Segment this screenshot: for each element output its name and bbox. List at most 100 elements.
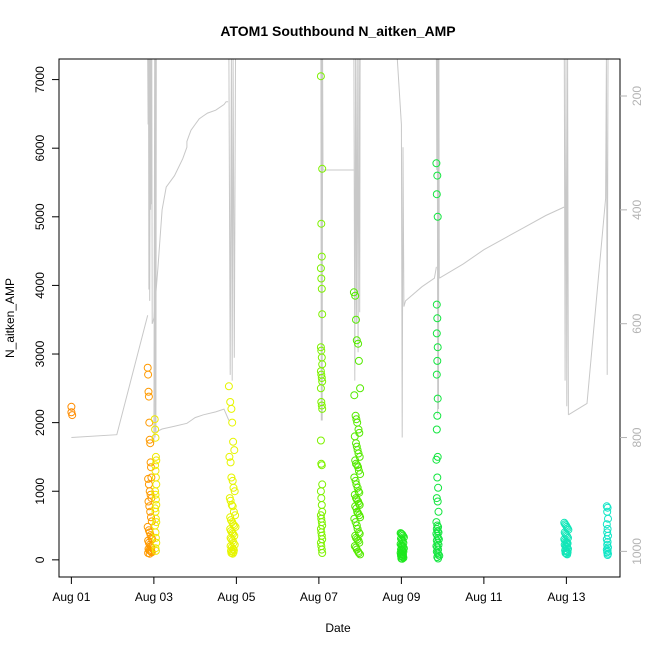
- data-point: [354, 466, 363, 475]
- data-point: [603, 551, 612, 559]
- right-axis-line-segment: [400, 124, 437, 438]
- data-point: [151, 544, 160, 553]
- right-axis-line-segment: [156, 408, 230, 433]
- data-point: [432, 159, 441, 168]
- data-point: [604, 514, 612, 523]
- data-point: [147, 463, 155, 472]
- series-aug-12: [560, 518, 573, 559]
- y-axis: 0 1000 2000 3000 4000 5000 6000 7000: [33, 66, 59, 563]
- y-tick-label: 0: [33, 556, 47, 563]
- data-point: [227, 473, 236, 482]
- right-axis-line-segment: [71, 315, 149, 438]
- data-point: [229, 507, 238, 516]
- data-point: [354, 509, 363, 518]
- x-tick-label: Aug 09: [382, 590, 420, 604]
- series-aug-09: [432, 159, 444, 563]
- data-point: [433, 356, 442, 365]
- data-point: [229, 483, 238, 492]
- series-aug-06: [316, 72, 327, 557]
- data-point: [228, 502, 237, 511]
- data-point: [317, 374, 326, 382]
- data-point: [352, 504, 361, 513]
- x-tick-label: Aug 11: [465, 590, 502, 604]
- data-point: [353, 525, 362, 533]
- data-point: [603, 503, 612, 512]
- data-point: [318, 310, 327, 319]
- right-axis-line-segment: [153, 58, 157, 444]
- data-point: [352, 415, 361, 424]
- series-aug-08: [396, 529, 408, 563]
- data-point: [316, 487, 325, 496]
- data-point: [151, 461, 160, 470]
- right-axis-line-layer: [71, 58, 609, 444]
- data-point: [144, 497, 153, 506]
- data-point: [561, 549, 570, 557]
- data-point: [152, 518, 161, 527]
- data-point: [318, 164, 327, 173]
- y-tick-label: 6000: [33, 135, 47, 162]
- data-point: [354, 339, 363, 348]
- data-point: [318, 404, 327, 413]
- data-point: [604, 531, 612, 540]
- right-axis-line-segment: [228, 58, 237, 381]
- right-axis-line-segment: [360, 58, 402, 125]
- data-point: [352, 336, 361, 345]
- data-point: [350, 514, 359, 523]
- x-tick-label: Aug 05: [217, 590, 255, 604]
- data-point: [317, 545, 326, 554]
- data-point: [226, 458, 235, 467]
- data-point: [143, 522, 152, 531]
- data-point: [434, 554, 443, 563]
- data-point: [318, 549, 327, 557]
- data-point: [144, 387, 153, 396]
- data-point: [226, 496, 235, 505]
- data-point: [230, 446, 239, 455]
- x-tick-label: Aug 13: [547, 590, 585, 604]
- y-tick-label: 1000: [33, 478, 47, 505]
- y-axis-label: N_aitken_AMP: [3, 278, 17, 358]
- data-point: [356, 470, 365, 479]
- data-point: [317, 494, 326, 503]
- x-tick-label: Aug 03: [135, 590, 173, 604]
- series-aug-13: [602, 502, 612, 559]
- data-point: [151, 452, 160, 461]
- data-point: [317, 401, 326, 410]
- series-aug-01: [67, 402, 77, 420]
- data-point: [151, 495, 160, 504]
- data-point: [227, 404, 236, 413]
- data-point: [433, 314, 442, 323]
- series-aug-04: [224, 382, 240, 558]
- data-point: [434, 535, 443, 544]
- data-point: [152, 480, 161, 489]
- data-point: [144, 370, 153, 379]
- data-point: [316, 264, 325, 273]
- right-axis-line-segment: [151, 101, 229, 324]
- data-point: [151, 473, 160, 482]
- data-point: [354, 356, 363, 365]
- data-point: [226, 398, 235, 406]
- data-point: [356, 550, 365, 559]
- data-point: [151, 533, 160, 542]
- plot-frame: [58, 58, 621, 578]
- data-point: [231, 511, 240, 520]
- data-point: [353, 483, 362, 492]
- right-axis-line-segment: [147, 58, 153, 324]
- data-point: [228, 549, 237, 558]
- data-point: [603, 538, 612, 546]
- data-point: [433, 411, 442, 420]
- data-point: [147, 513, 155, 522]
- data-point: [230, 540, 239, 549]
- data-point: [318, 480, 327, 489]
- data-point: [432, 190, 441, 199]
- data-point: [317, 274, 326, 283]
- chart-title: ATOM1 Southbound N_aitken_AMP: [220, 23, 455, 39]
- data-point: [317, 252, 326, 261]
- x-axis: Aug 01 Aug 03 Aug 05 Aug 07 Aug 09 Aug 11 Aug …: [52, 577, 586, 604]
- data-point: [356, 513, 365, 522]
- data-point: [602, 545, 611, 554]
- data-point: [604, 543, 612, 552]
- data-point: [351, 502, 360, 511]
- data-point: [398, 554, 407, 563]
- data-point: [67, 402, 76, 411]
- data-point: [316, 384, 325, 393]
